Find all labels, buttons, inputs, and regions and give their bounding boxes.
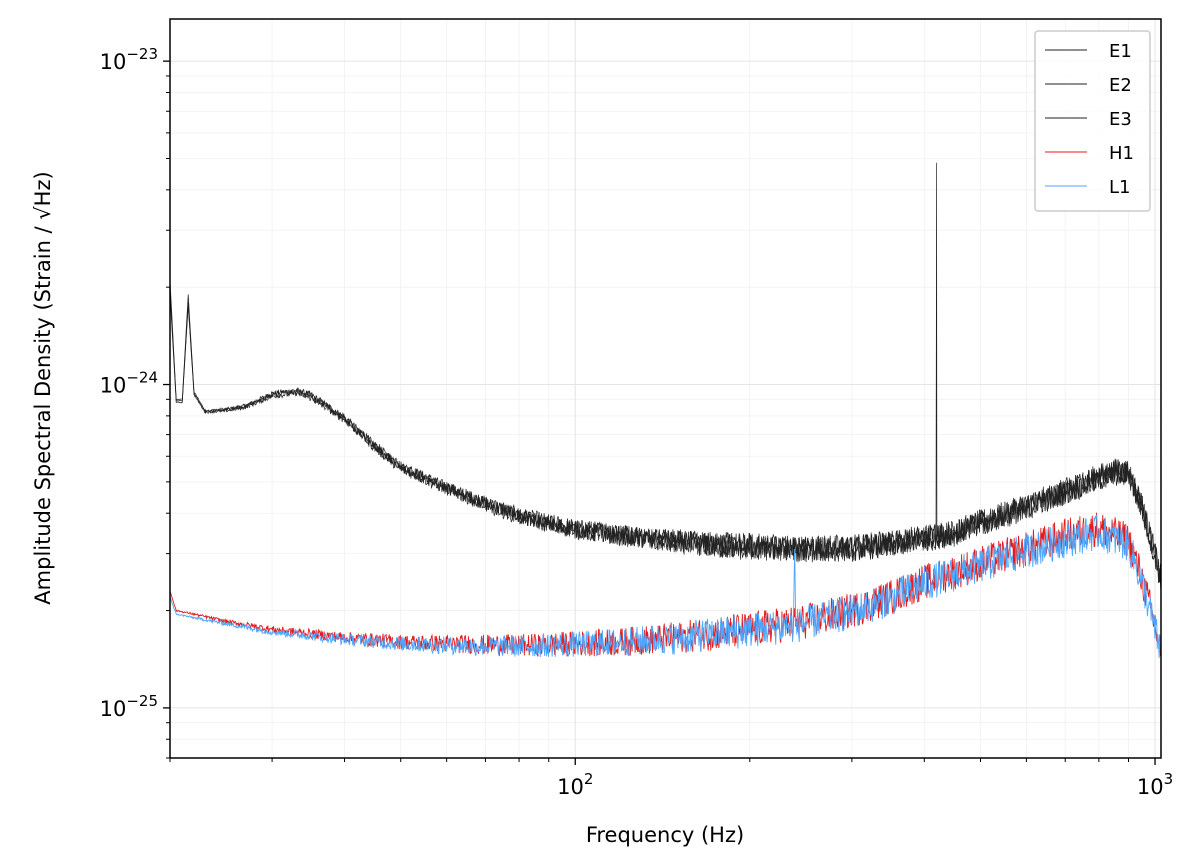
- series-layer: [170, 162, 1161, 658]
- y-tick-label: 10−23: [100, 45, 158, 74]
- plot-frame: [169, 18, 1162, 759]
- legend-label: E2: [1109, 75, 1132, 96]
- x-tick-label: 102: [557, 770, 593, 799]
- y-tick-label: 10−24: [100, 369, 158, 398]
- legend-box: [1034, 30, 1151, 212]
- series-line-e3: [170, 287, 1161, 583]
- y-axis-title: Amplitude Spectral Density (Strain / √Hz…: [31, 171, 55, 604]
- minor-grid: [169, 19, 1161, 759]
- ticks-layer: [163, 60, 1156, 765]
- series-line-h1: [170, 512, 1161, 657]
- legend-label: H1: [1109, 143, 1134, 164]
- series-line-l1: [170, 514, 1161, 658]
- legend-label: E3: [1109, 109, 1132, 130]
- legend-label: E1: [1109, 41, 1132, 62]
- major-grid: [170, 19, 1161, 758]
- x-tick-label: 103: [1137, 770, 1173, 799]
- y-tick-label: 10−25: [100, 692, 158, 721]
- legend-label: L1: [1109, 177, 1130, 198]
- legend: E1 E2 E3 H1 L1: [1034, 30, 1151, 212]
- x-axis-title: Frequency (Hz): [586, 823, 744, 847]
- tick-labels: 102 103 10−25 10−24 10−23: [100, 45, 1174, 799]
